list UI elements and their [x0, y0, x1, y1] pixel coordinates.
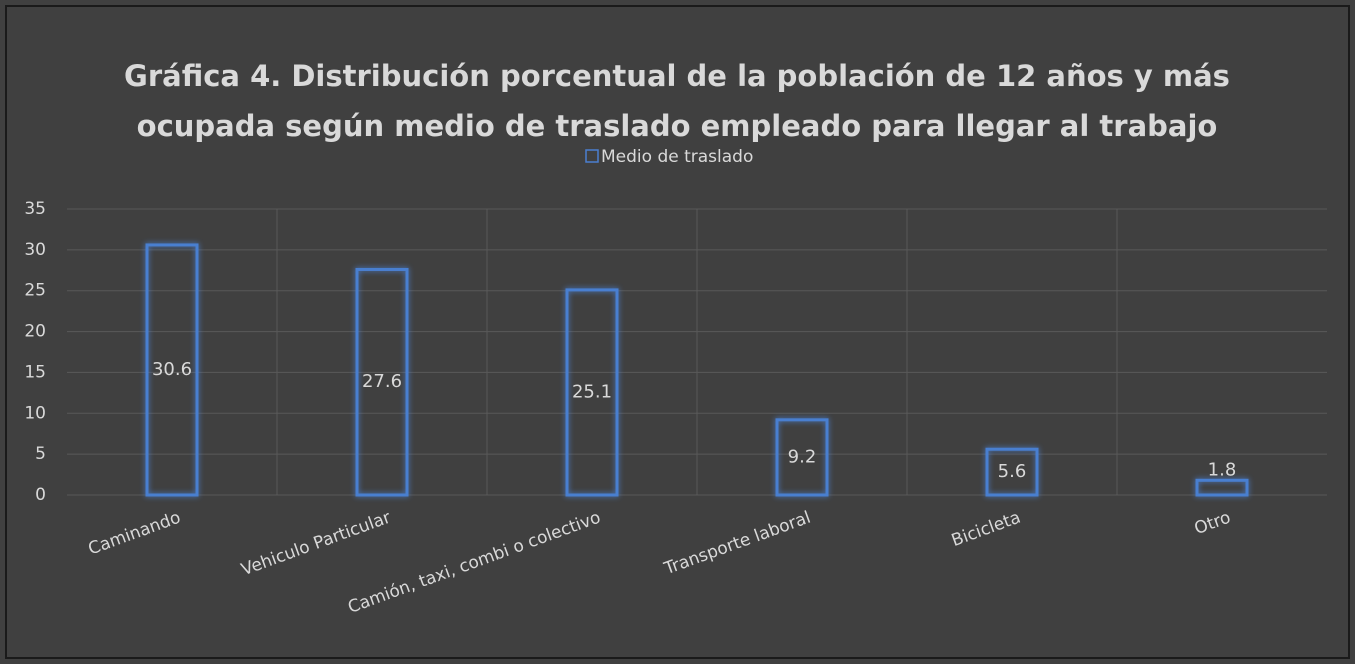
y-tick-label: 20	[24, 322, 46, 342]
y-tick-label: 25	[24, 281, 46, 301]
chart-title: ocupada según medio de traslado empleado…	[137, 109, 1218, 143]
data-label: 5.6	[998, 461, 1027, 482]
bar	[1195, 478, 1249, 497]
y-tick-label: 0	[35, 485, 46, 505]
data-label: 9.2	[788, 446, 817, 467]
bar	[145, 243, 199, 497]
data-label: 1.8	[1208, 459, 1237, 480]
data-label: 27.6	[362, 371, 402, 392]
y-tick-label: 15	[24, 362, 46, 382]
bar	[565, 288, 619, 497]
data-label: 25.1	[572, 381, 612, 402]
legend-swatch	[585, 149, 599, 163]
y-tick-label: 35	[24, 199, 46, 219]
bar	[985, 447, 1039, 497]
data-label: 30.6	[152, 359, 192, 380]
y-tick-label: 10	[24, 403, 46, 423]
bar	[775, 418, 829, 497]
chart-title: Gráfica 4. Distribución porcentual de la…	[124, 59, 1230, 93]
bar	[355, 267, 409, 497]
y-tick-label: 5	[35, 444, 46, 464]
y-tick-label: 30	[24, 240, 46, 260]
legend-label: Medio de traslado	[601, 147, 753, 167]
